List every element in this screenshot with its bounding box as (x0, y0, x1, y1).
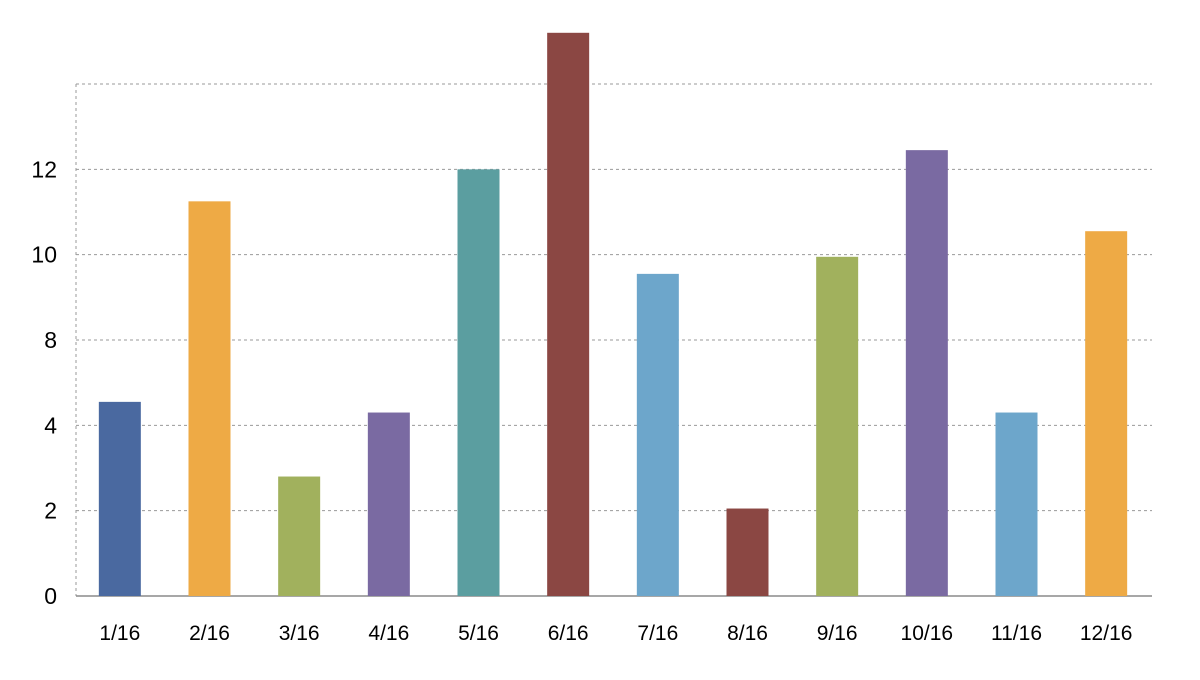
bar-10-16 (905, 150, 948, 596)
axes (75, 84, 1152, 597)
y-tick-label: 8 (44, 327, 57, 353)
x-tick-label: 3/16 (279, 622, 320, 645)
x-tick-labels: 1/16 2/16 3/16 4/16 5/16 6/16 7/16 8/16 9/16 10/1… (99, 622, 1132, 645)
bars (98, 32, 1128, 597)
y-tick-label: 2 (44, 498, 57, 524)
x-tick-label: 1/16 (99, 622, 140, 645)
bar-6-16 (547, 32, 590, 597)
bar-2-16 (188, 201, 231, 597)
x-tick-label: 5/16 (458, 622, 499, 645)
x-tick-label: 11/16 (991, 622, 1042, 645)
x-tick-label: 10/16 (901, 622, 954, 645)
bar-7-16 (636, 273, 679, 596)
y-tick-label: 12 (31, 156, 57, 182)
y-tick-label: 4 (44, 412, 57, 438)
x-tick-label: 6/16 (548, 622, 589, 645)
bar-3-16 (278, 476, 321, 596)
bar-9-16 (816, 256, 859, 596)
x-tick-label: 12/16 (1080, 622, 1133, 645)
x-tick-label: 8/16 (727, 622, 768, 645)
gridlines (76, 83, 1152, 512)
y-tick-label: 10 (31, 242, 57, 268)
bar-12-16 (1085, 231, 1128, 596)
y-tick-label: 0 (44, 583, 57, 609)
bar-1-16 (98, 401, 141, 596)
x-tick-label: 7/16 (637, 622, 678, 645)
x-tick-label: 4/16 (368, 622, 409, 645)
x-tick-label: 2/16 (189, 622, 230, 645)
bar-4-16 (367, 412, 410, 596)
bar-8-16 (726, 508, 769, 596)
y-tick-labels: 0 2 4 8 10 12 (31, 156, 57, 609)
bar-5-16 (457, 169, 500, 597)
x-tick-label: 9/16 (817, 622, 858, 645)
bar-11-16 (995, 412, 1038, 596)
